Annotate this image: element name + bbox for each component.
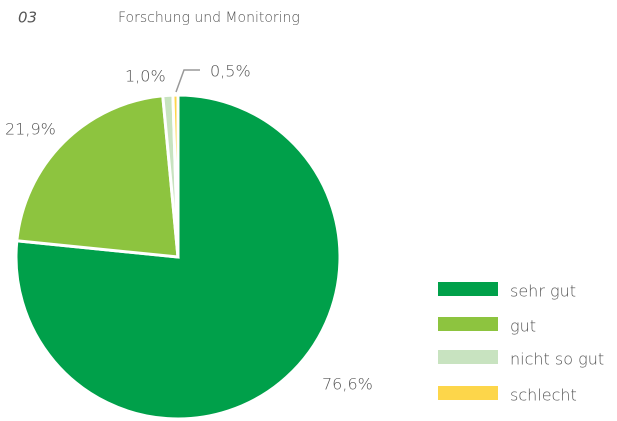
legend-swatch	[438, 386, 498, 400]
legend-label: gut	[510, 317, 536, 336]
data-label: 21,9%	[5, 120, 56, 139]
legend-label: sehr gut	[510, 282, 576, 301]
data-label: 76,6%	[322, 375, 373, 394]
legend-swatch	[438, 317, 498, 331]
data-label: 1,0%	[125, 67, 166, 86]
data-label: 0,5%	[210, 62, 251, 81]
legend-label: schlecht	[510, 386, 577, 405]
legend-swatch	[438, 350, 498, 364]
section-number: 03	[18, 9, 37, 27]
section-title: Forschung und Monitoring	[118, 10, 300, 26]
legend-swatch	[438, 282, 498, 296]
legend-label: nicht so gut	[510, 350, 604, 369]
pie-slice	[171, 93, 180, 258]
pie-slice	[15, 94, 180, 259]
leader-line	[175, 69, 200, 93]
